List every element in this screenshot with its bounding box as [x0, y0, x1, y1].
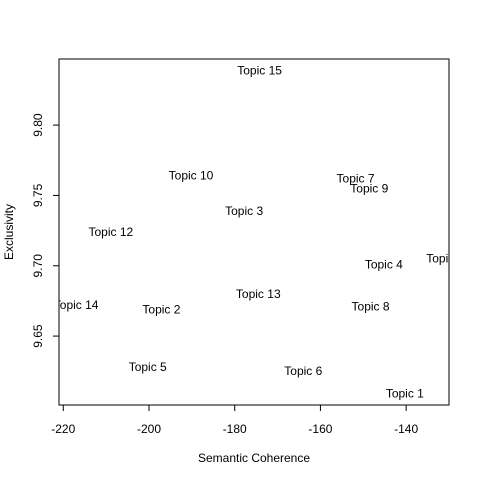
x-tick-label: -160	[308, 422, 332, 436]
x-tick-label: -180	[223, 422, 247, 436]
point-label: Topic 11	[426, 252, 470, 266]
point-label: Topic 8	[352, 300, 390, 314]
y-tick-label: 9.65	[31, 324, 45, 348]
point-label: Topic 5	[129, 360, 167, 374]
x-tick-label: -200	[137, 422, 161, 436]
point-label: Topic 4	[365, 257, 403, 271]
x-axis: -220 -200 -180 -160 -140	[51, 405, 418, 436]
y-tick-label: 9.80	[31, 113, 45, 137]
point-label: Topic 10	[169, 169, 214, 183]
y-tick-label: 9.75	[31, 183, 45, 207]
x-tick-label: -220	[51, 422, 75, 436]
point-label: Topic 2	[142, 302, 180, 316]
point-label: Topic 3	[225, 204, 263, 218]
point-label: Topic 1	[386, 387, 424, 401]
point-label: Topic 13	[236, 287, 281, 301]
x-axis-title: Semantic Coherence	[198, 451, 310, 465]
y-tick-label: 9.70	[31, 254, 45, 278]
y-axis-title: Exclusivity	[2, 204, 16, 260]
x-tick-label: -140	[394, 422, 418, 436]
point-label: Topic 9	[350, 181, 388, 195]
point-labels: Topic 1 Topic 2 Topic 3 Topic 4 Topic 5 Topic…	[54, 63, 470, 401]
point-label: Topic 7	[337, 172, 375, 186]
point-label: Topic 15	[237, 63, 282, 77]
y-axis: 9.65 9.70 9.75 9.80	[31, 113, 59, 348]
plot-frame	[58, 58, 450, 406]
point-label: Topic 12	[89, 225, 134, 239]
point-label: Topic 14	[54, 298, 99, 312]
point-label: Topic 6	[284, 364, 322, 378]
